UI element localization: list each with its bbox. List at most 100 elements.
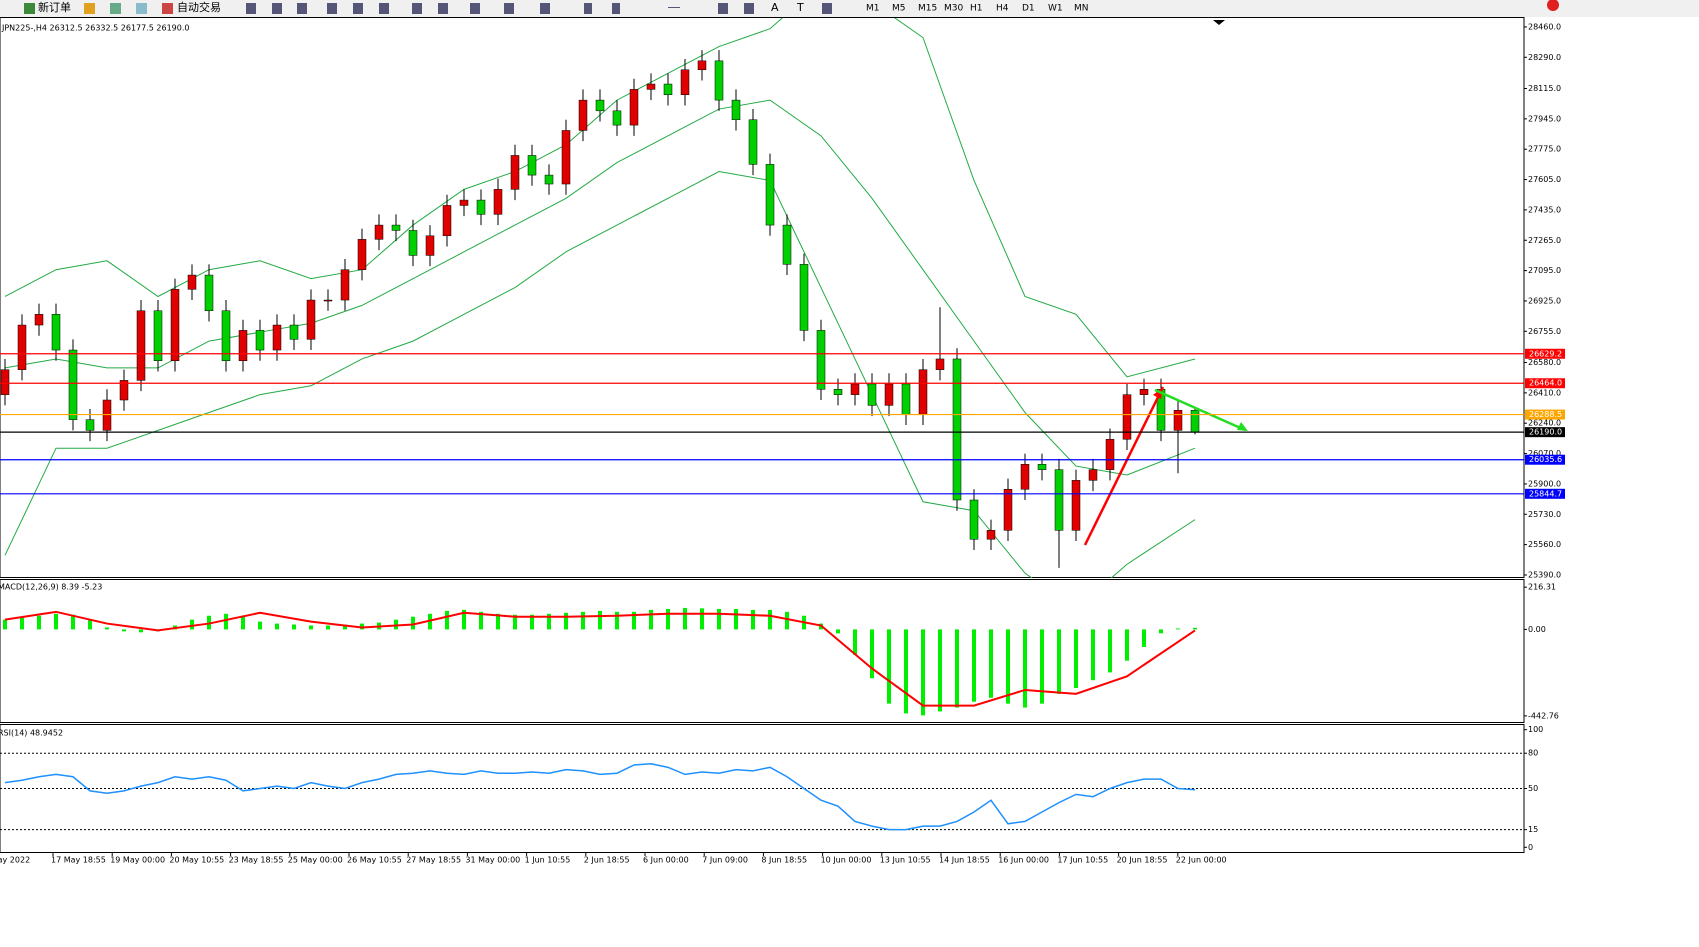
candle-body (85, 419, 95, 431)
tool-icon[interactable] (470, 3, 480, 14)
tool-icon[interactable] (504, 3, 514, 14)
new-order-icon[interactable] (24, 3, 35, 14)
candle-body (459, 199, 469, 206)
tool-icon[interactable] (438, 3, 448, 14)
timeframe[interactable]: M15 (918, 4, 937, 14)
arrow-head (1237, 422, 1248, 431)
price-level-tag (1525, 378, 1565, 389)
rsi-header: RSI(14) 48.9452 (0, 729, 63, 738)
x-tick-label: 1 Jun 10:55 (525, 856, 571, 865)
tool-icon[interactable] (584, 3, 592, 14)
x-tick-label: 2 Jun 18:55 (584, 856, 630, 865)
candle-body (663, 83, 673, 96)
macd-bar (309, 625, 313, 630)
tool-icon[interactable] (246, 3, 256, 14)
tool-icon[interactable] (668, 7, 680, 8)
bollinger-middle (4, 99, 1196, 476)
candle-body (1105, 439, 1115, 470)
tool-icon[interactable] (612, 3, 620, 14)
macd-bar (71, 614, 75, 630)
auto-trading[interactable]: 自动交易 (177, 0, 221, 14)
timeframe[interactable]: H1 (970, 4, 983, 14)
tool-icon[interactable] (540, 3, 550, 14)
candle-body (340, 269, 350, 301)
macd-bar (666, 608, 670, 630)
macd-bar (445, 610, 449, 630)
new-order[interactable]: 新订单 (38, 0, 71, 14)
x-tick-label: 20 May 10:55 (169, 856, 224, 865)
macd-bar (258, 621, 262, 630)
x-tick-label: 17 Jun 10:55 (1057, 856, 1108, 865)
candle-body (1139, 389, 1149, 395)
candle-body (34, 314, 44, 326)
tool-icon[interactable] (822, 3, 832, 14)
timeframe[interactable]: M1 (866, 4, 880, 14)
tool-icon[interactable] (327, 3, 337, 14)
x-tick-label: 13 Jun 10:55 (880, 856, 931, 865)
price-level-label: 25844.7 (1529, 489, 1562, 498)
arrow-head (1153, 387, 1163, 399)
candle-body (714, 60, 724, 101)
candle-body (952, 358, 962, 501)
alert-icon[interactable] (1547, 0, 1559, 11)
label-tool[interactable]: T (796, 1, 804, 14)
macd-bar (1074, 629, 1078, 689)
macd-bar (3, 619, 7, 630)
macd-bar (1040, 629, 1044, 704)
text-tool[interactable]: A (771, 1, 779, 14)
timeframe[interactable]: M5 (892, 4, 906, 14)
timeframe[interactable]: D1 (1022, 4, 1035, 14)
y-tick-label: 25560.0 (1528, 540, 1561, 549)
y-tick-label: 27095.0 (1528, 266, 1561, 275)
timeframe[interactable]: MN (1074, 4, 1089, 14)
candle-body (816, 330, 826, 390)
macd-bar (751, 609, 755, 630)
tool-icon[interactable] (744, 3, 754, 14)
tool-icon[interactable] (84, 3, 95, 14)
timeframe[interactable]: H4 (996, 4, 1009, 14)
tool-icon[interactable] (272, 3, 282, 14)
tool-icon[interactable] (353, 3, 363, 14)
y-tick-label: 26925.0 (1528, 296, 1561, 305)
x-tick-label: 8 Jun 18:55 (761, 856, 807, 865)
tool-icon[interactable] (718, 3, 728, 14)
y-tick-label: 27945.0 (1528, 114, 1561, 123)
macd-bar (20, 617, 24, 630)
y-tick-label: 25390.0 (1528, 570, 1561, 579)
x-tick-label: 7 Jun 09:00 (702, 856, 748, 865)
y-tick-label: 26410.0 (1528, 388, 1561, 397)
timeframe[interactable]: W1 (1048, 4, 1063, 14)
candle-body (578, 99, 588, 131)
macd-panel (0, 579, 1525, 723)
candle-body (1037, 464, 1047, 470)
candle-body (153, 310, 163, 361)
y-tick-label: 26755.0 (1528, 327, 1561, 336)
candle-body (170, 289, 180, 361)
bollinger-lower (4, 171, 1196, 578)
tool-icon[interactable] (110, 3, 121, 14)
y-tick-label: 27435.0 (1528, 205, 1561, 214)
macd-bar (547, 613, 551, 630)
bollinger-upper (4, 18, 1196, 378)
macd-bar (717, 608, 721, 630)
candle-body (68, 349, 78, 420)
tool-icon[interactable] (136, 3, 147, 14)
macd-bar (955, 629, 959, 708)
macd-bar (54, 613, 58, 630)
macd-bar (649, 609, 653, 630)
tool-icon[interactable] (379, 3, 389, 14)
tool-icon[interactable] (412, 3, 422, 14)
auto-trading-icon[interactable] (162, 3, 173, 14)
candle-body (1088, 469, 1098, 481)
tool-icon[interactable] (297, 3, 307, 14)
macd-bar (530, 614, 534, 630)
macd-bar (853, 629, 857, 655)
macd-bar (564, 612, 568, 630)
candle-body (391, 224, 401, 231)
candle-body (918, 369, 928, 415)
timeframe[interactable]: M30 (944, 4, 963, 14)
x-tick-label: 31 May 00:00 (465, 856, 520, 865)
y-tick-label: 25900.0 (1528, 479, 1561, 488)
y-tick-label: 15 (1528, 825, 1538, 834)
